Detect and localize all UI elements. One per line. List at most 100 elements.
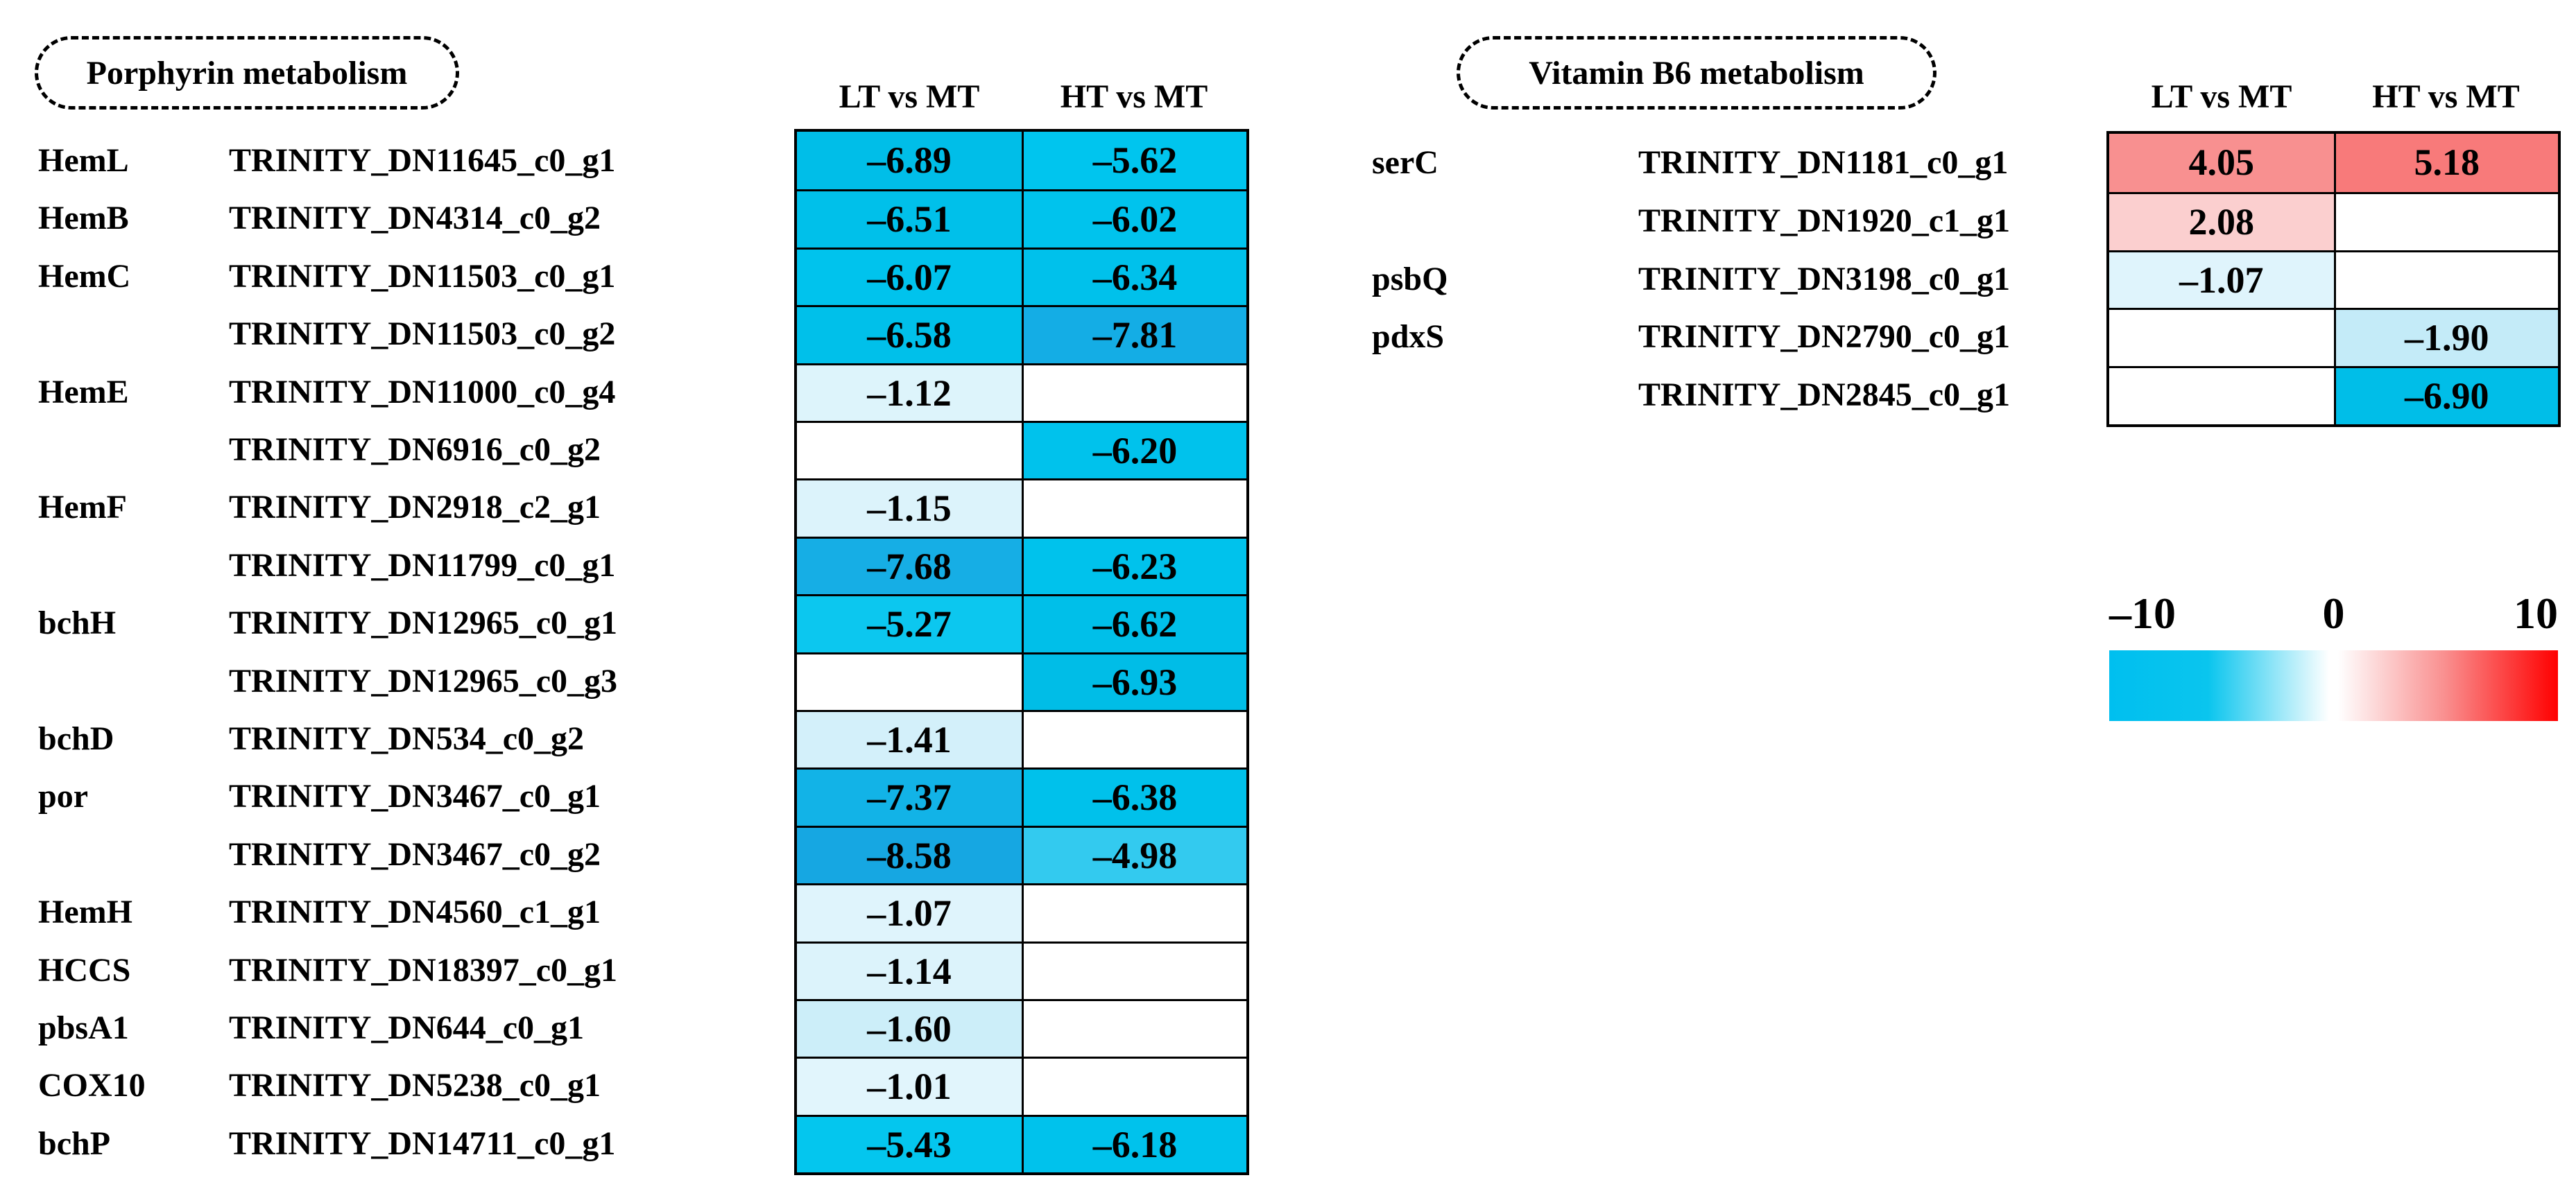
transcript-id-label: TRINITY_DN11645_c0_g1	[229, 142, 616, 179]
transcript-id-label: TRINITY_DN12965_c0_g1	[229, 605, 618, 642]
heatmap-row: –6.51 –6.02	[797, 189, 1246, 248]
heatmap-cell: –1.01	[797, 1059, 1022, 1115]
column-header-ht-vs-mt-right: HT vs MT	[2372, 78, 2520, 115]
heatmap-cell: –7.68	[797, 538, 1022, 595]
heatmap-cell: –1.07	[2109, 252, 2334, 309]
gene-symbol-label: psbQ	[1372, 260, 1448, 297]
heatmap-cell	[1022, 943, 1246, 999]
transcript-id-label: TRINITY_DN18397_c0_g1	[229, 951, 618, 989]
heatmap-cell	[797, 654, 1022, 710]
legend-gradient-bar	[2109, 650, 2558, 721]
heatmap-cell: –6.89	[797, 132, 1022, 190]
heatmap-cell	[1022, 480, 1246, 537]
transcript-id-label: TRINITY_DN1181_c0_g1	[1638, 144, 2009, 181]
heatmap-cell: 4.05	[2109, 134, 2334, 192]
gene-symbol-label: HemL	[38, 142, 129, 179]
heatmap-row: –6.58 –7.81	[797, 305, 1246, 363]
heatmap-cell: –6.90	[2333, 368, 2558, 424]
gene-symbol-label: HemF	[38, 489, 127, 526]
heatmap-row: –6.07 –6.34	[797, 247, 1246, 306]
transcript-id-label: TRINITY_DN2845_c0_g1	[1638, 376, 2011, 414]
legend-min-label: –10	[2109, 589, 2176, 638]
gene-symbol-label: por	[38, 778, 88, 815]
transcript-id-label: TRINITY_DN11799_c0_g1	[229, 546, 616, 584]
transcript-id-label: TRINITY_DN1920_c1_g1	[1638, 202, 2011, 239]
heatmap-cell: –1.15	[797, 480, 1022, 537]
transcript-id-label: TRINITY_DN534_c0_g2	[229, 720, 585, 757]
heatmap-row: –5.43 –6.18	[797, 1114, 1246, 1173]
heatmap-cell: –6.23	[1022, 538, 1246, 595]
gene-symbol-label: serC	[1372, 144, 1439, 181]
heatmap-cell	[1022, 1059, 1246, 1115]
heatmap-cell: –5.43	[797, 1116, 1022, 1173]
gene-symbol-label: bchP	[38, 1125, 111, 1162]
transcript-id-label: TRINITY_DN6916_c0_g2	[229, 431, 601, 468]
heatmap-row: –6.93	[797, 652, 1246, 710]
heatmap-cell	[1022, 1001, 1246, 1057]
heatmap-cell: 5.18	[2333, 134, 2558, 192]
heatmap-row: –1.90	[2109, 308, 2558, 367]
heatmap-cell: –6.62	[1022, 596, 1246, 652]
heatmap-row: –1.14	[797, 941, 1246, 999]
legend-max-label: 10	[2514, 589, 2558, 638]
gene-symbol-label: pdxS	[1372, 318, 1445, 356]
legend-mid-label: 0	[2322, 589, 2345, 638]
heatmap-cell: –6.58	[797, 307, 1022, 363]
gene-symbol-label: HemH	[38, 894, 132, 931]
transcript-id-label: TRINITY_DN5238_c0_g1	[229, 1067, 601, 1104]
heatmap-row: –7.37 –6.38	[797, 767, 1246, 826]
heatmap-row: –5.27 –6.62	[797, 594, 1246, 652]
column-header-lt-vs-mt-right: LT vs MT	[2151, 78, 2292, 115]
heatmap-table: –6.89 –5.62 –6.51 –6.02 –6.07 –6.34 –6.58 –7.81…	[794, 129, 1249, 1176]
heatmap-row: –1.15	[797, 478, 1246, 537]
gene-symbol-label: COX10	[38, 1067, 146, 1104]
transcript-id-label: TRINITY_DN2918_c2_g1	[229, 489, 601, 526]
transcript-id-label: TRINITY_DN11000_c0_g4	[229, 373, 616, 410]
heatmap-cell: –6.07	[797, 249, 1022, 306]
heatmap-row: –1.07	[2109, 250, 2558, 309]
transcript-id-label: TRINITY_DN4560_c1_g1	[229, 894, 601, 931]
heatmap-row: –8.58 –4.98	[797, 825, 1246, 884]
heatmap-cell	[1022, 885, 1246, 942]
heatmap-cell: –1.41	[797, 712, 1022, 768]
heatmap-cell: –1.60	[797, 1001, 1022, 1057]
heatmap-row: 2.08	[2109, 191, 2558, 250]
transcript-id-label: TRINITY_DN644_c0_g1	[229, 1009, 585, 1046]
heatmap-cell: –1.90	[2333, 310, 2558, 367]
pathway-title-vitamin-b6: Vitamin B6 metabolism	[1529, 54, 1864, 92]
heatmap-cell: –6.93	[1022, 654, 1246, 710]
transcript-id-label: TRINITY_DN14711_c0_g1	[229, 1125, 616, 1162]
heatmap-cell: –1.07	[797, 885, 1022, 942]
column-header-lt-vs-mt-left: LT vs MT	[839, 78, 980, 115]
heatmap-cell: –6.18	[1022, 1116, 1246, 1173]
heatmap-cell: –4.98	[1022, 827, 1246, 884]
heatmap-row: –1.12	[797, 363, 1246, 421]
transcript-id-label: TRINITY_DN11503_c0_g1	[229, 257, 616, 295]
column-header-ht-vs-mt-left: HT vs MT	[1060, 78, 1208, 115]
heatmap-cell: 2.08	[2109, 193, 2334, 250]
gene-symbol-label: HCCS	[38, 951, 131, 989]
pathway-box-porphyrin: Porphyrin metabolism	[35, 36, 459, 110]
pathway-box-vitamin-b6: Vitamin B6 metabolism	[1457, 36, 1937, 110]
transcript-id-label: TRINITY_DN2790_c0_g1	[1638, 318, 2011, 356]
gene-symbol-label: HemE	[38, 373, 129, 410]
heatmap-cell: –1.12	[797, 365, 1022, 421]
heatmap-cell	[1022, 365, 1246, 421]
pathway-title-porphyrin: Porphyrin metabolism	[86, 54, 408, 92]
transcript-id-label: TRINITY_DN3467_c0_g1	[229, 778, 601, 815]
gene-symbol-label: bchD	[38, 720, 114, 757]
gene-symbol-label: HemC	[38, 257, 131, 295]
heatmap-cell: –5.62	[1022, 132, 1246, 190]
heatmap-cell: –6.20	[1022, 423, 1246, 479]
transcript-id-label: TRINITY_DN3198_c0_g1	[1638, 260, 2011, 297]
gene-symbol-label: HemB	[38, 200, 129, 237]
heatmap-row: –1.41	[797, 710, 1246, 768]
transcript-id-label: TRINITY_DN11503_c0_g2	[229, 315, 616, 353]
heatmap-cell	[1022, 712, 1246, 768]
heatmap-cell	[2333, 193, 2558, 250]
heatmap-table: 4.05 5.18 2.08 –1.07 –1.90 –6.90	[2106, 131, 2561, 427]
heatmap-row: –1.07	[797, 883, 1246, 942]
heatmap-cell	[2109, 368, 2334, 424]
heatmap-row: –1.01	[797, 1057, 1246, 1115]
heatmap-row: –6.20	[797, 421, 1246, 479]
